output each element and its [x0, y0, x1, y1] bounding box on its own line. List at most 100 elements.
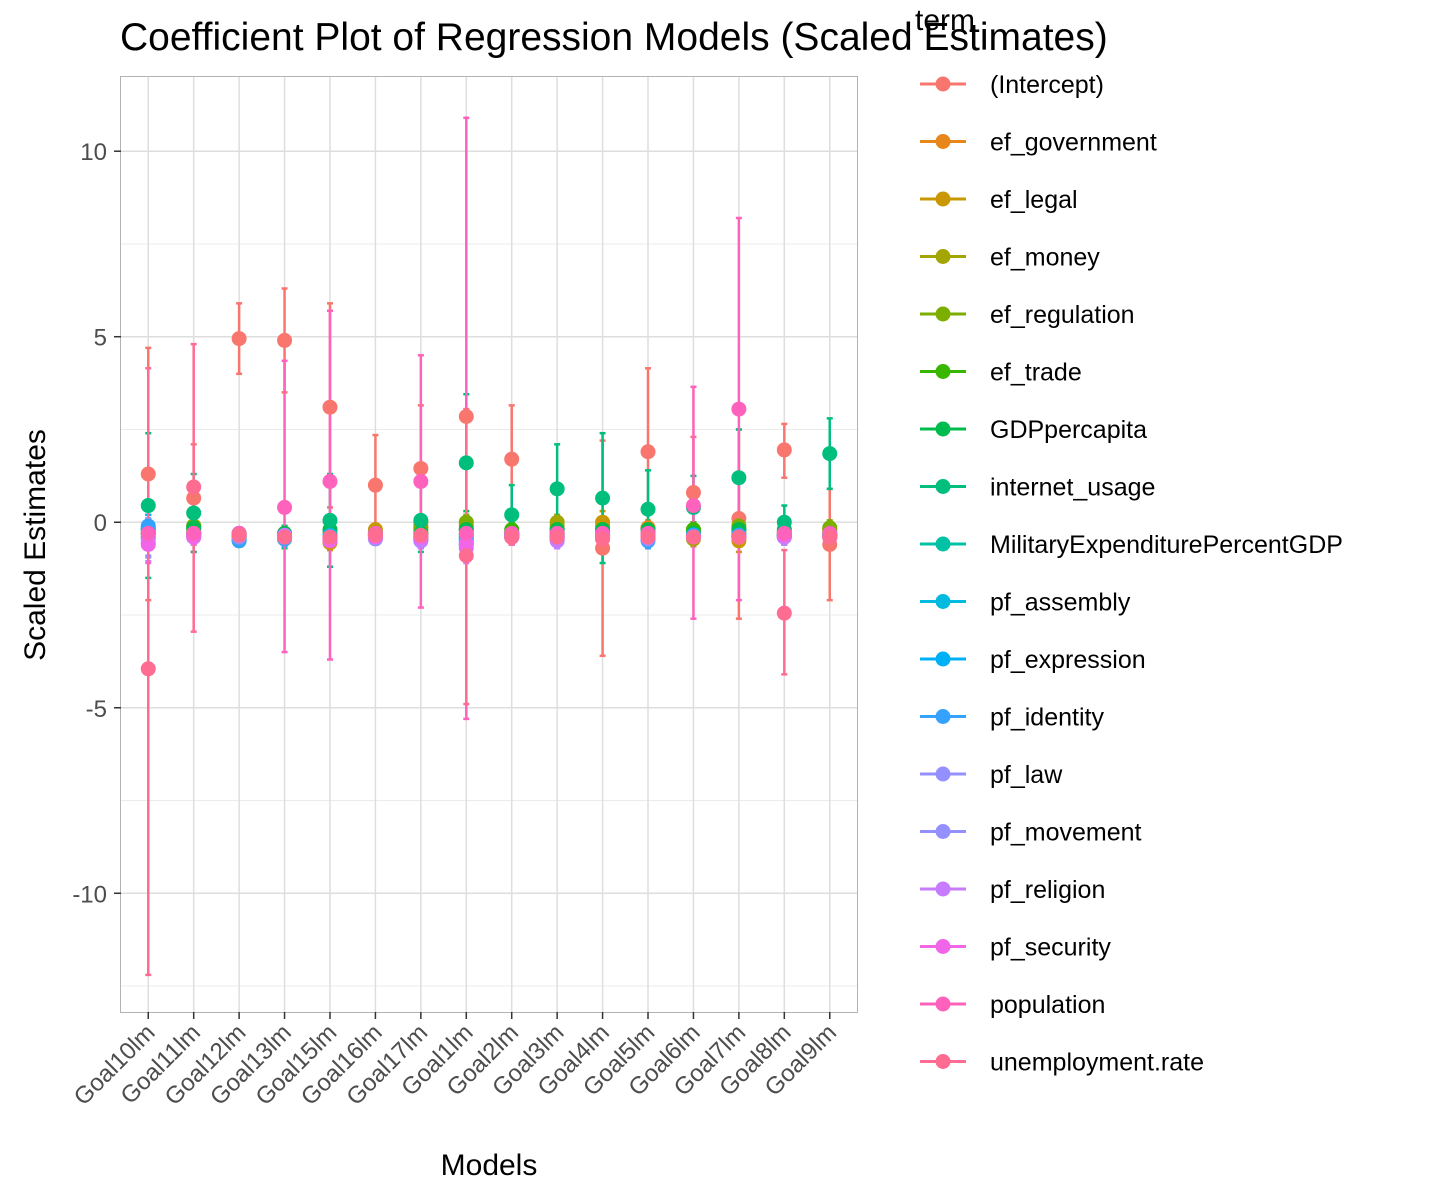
y-tick-label: 5	[94, 325, 107, 352]
legend-key-point	[935, 594, 951, 609]
data-point	[731, 470, 747, 486]
series-points	[140, 479, 838, 677]
data-point	[776, 605, 792, 621]
y-axis-title: Scaled Estimates	[19, 429, 52, 661]
legend-key-point	[935, 939, 951, 954]
legend-key-point	[935, 651, 951, 667]
data-point	[140, 661, 156, 677]
legend-label: MilitaryExpenditurePercentGDP	[990, 531, 1343, 559]
data-point	[549, 481, 565, 497]
data-point	[277, 529, 293, 545]
data-point	[640, 501, 656, 517]
data-point	[140, 498, 156, 514]
data-point	[413, 473, 429, 489]
legend: term (Intercept) ef_government ef_legal ef_…	[915, 4, 1343, 1077]
legend-item: GDPpercapita	[920, 416, 1147, 444]
legend-key-point	[935, 766, 951, 782]
data-point	[595, 490, 611, 506]
legend-label: pf_movement	[990, 819, 1142, 847]
legend-item: pf_law	[920, 761, 1063, 789]
legend-key-point	[935, 824, 951, 839]
legend-key-point	[935, 479, 951, 494]
legend-label: (Intercept)	[990, 71, 1104, 99]
y-tick-label: -5	[86, 696, 107, 723]
legend-label: pf_law	[990, 761, 1063, 789]
legend-item: pf_assembly	[920, 589, 1131, 617]
legend-label: pf_religion	[990, 876, 1105, 904]
legend-item: ef_money	[920, 244, 1100, 272]
legend-key-point	[935, 249, 951, 264]
data-point	[413, 460, 429, 476]
legend-item: pf_movement	[920, 819, 1142, 847]
legend-key-point	[935, 306, 951, 322]
legend-label: pf_assembly	[990, 589, 1131, 617]
legend-label: ef_legal	[990, 186, 1078, 214]
legend-key-point	[935, 536, 951, 552]
legend-key-point	[935, 364, 951, 379]
legend-label: ef_money	[990, 244, 1100, 272]
data-point	[776, 525, 792, 541]
data-point	[549, 529, 565, 545]
legend-key-point	[935, 191, 951, 207]
data-point	[458, 455, 474, 471]
panel-border	[120, 76, 858, 1013]
data-point	[458, 537, 474, 552]
data-point	[776, 442, 792, 458]
legend-item: internet_usage	[920, 474, 1155, 502]
data-point	[140, 525, 156, 541]
data-point	[504, 451, 520, 467]
legend-label: pf_expression	[990, 646, 1146, 674]
data-point	[685, 485, 701, 501]
data-point	[822, 529, 838, 545]
data-point	[685, 529, 701, 545]
legend-item: (Intercept)	[920, 71, 1104, 99]
legend-item: ef_regulation	[920, 301, 1135, 329]
data-point	[504, 507, 520, 523]
data-point	[186, 525, 202, 541]
data-point	[685, 498, 701, 514]
legend-item: pf_security	[920, 934, 1111, 962]
legend-label: ef_regulation	[990, 301, 1135, 329]
data-point	[595, 531, 611, 547]
legend-item: population	[920, 991, 1105, 1019]
data-point	[140, 466, 156, 482]
data-point	[731, 401, 747, 417]
legend-item: MilitaryExpenditurePercentGDP	[920, 531, 1343, 559]
legend-item: pf_identity	[920, 704, 1104, 732]
data-point	[231, 331, 247, 347]
legend-label: GDPpercapita	[990, 416, 1147, 444]
data-point	[458, 408, 474, 424]
data-point	[413, 512, 429, 528]
legend-item: pf_religion	[920, 876, 1105, 904]
legend-key-point	[935, 134, 951, 149]
legend-label: pf_identity	[990, 704, 1104, 732]
data-point	[731, 529, 747, 545]
data-point	[231, 527, 247, 543]
legend-item: ef_trade	[920, 359, 1082, 387]
data-point	[458, 525, 474, 541]
chart-title: Coefficient Plot of Regression Models (S…	[120, 16, 1108, 59]
data-point	[367, 527, 383, 543]
data-point	[277, 332, 293, 348]
data-point	[367, 477, 383, 493]
legend-key-point	[935, 1054, 951, 1069]
data-point	[186, 490, 202, 506]
legend-title: term	[915, 4, 975, 37]
legend-item: ef_legal	[920, 186, 1078, 214]
legend-key-point	[935, 76, 951, 92]
legend-label: internet_usage	[990, 474, 1155, 502]
y-axis: -10 -5 0 5 10	[72, 139, 121, 908]
legend-label: ef_trade	[990, 359, 1082, 387]
data-marks	[140, 116, 838, 977]
data-point	[458, 548, 474, 564]
legend-label: ef_government	[990, 129, 1157, 157]
data-point	[140, 537, 156, 552]
legend-item: unemployment.rate	[920, 1049, 1204, 1077]
data-point	[322, 512, 338, 528]
y-tick-label: -10	[72, 881, 107, 908]
data-point	[186, 505, 202, 521]
legend-item: ef_government	[920, 129, 1157, 157]
legend-key-point	[935, 709, 951, 724]
